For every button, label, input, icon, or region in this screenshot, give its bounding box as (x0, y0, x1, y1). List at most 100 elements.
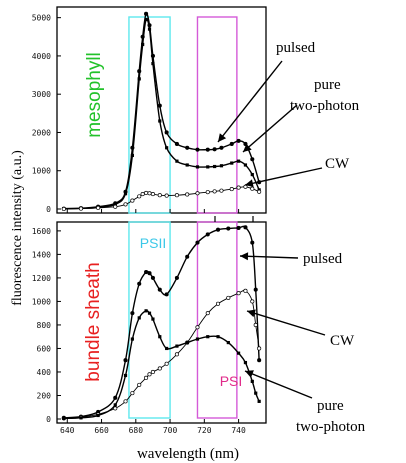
top-series-CW-line (63, 186, 260, 210)
bottom-y-tick-label: 1000 (32, 297, 51, 306)
bottom-point-pure-two-photon (257, 399, 261, 403)
bottom-y-tick-label: 800 (37, 321, 52, 330)
x-tick-label: 660 (94, 426, 109, 435)
bottom-pulsed-label: pulsed (303, 251, 343, 267)
top-point-pure-two-photon (158, 119, 162, 123)
top-point-CW (157, 193, 162, 198)
bottom-point-pulsed (236, 225, 241, 230)
top-point-CW (185, 192, 190, 197)
top-point-CW (219, 188, 224, 193)
bottom-point-pulsed (123, 358, 128, 363)
bottom-point-pulsed (150, 275, 155, 280)
bottom-point-CW (150, 369, 155, 375)
bottom-two-photon-label-1: pure (317, 398, 344, 414)
bottom-point-pulsed (185, 254, 190, 259)
bottom-point-pure-two-photon (175, 344, 179, 348)
top-two-photon-arrow-head (243, 143, 252, 152)
bottom-point-CW (215, 301, 221, 306)
bottom-point-pulsed (144, 269, 149, 275)
bottom-point-pure-two-photon (226, 340, 230, 345)
top-point-pulsed (174, 141, 179, 146)
bottom-point-pulsed (147, 271, 152, 276)
bottom-point-pure-two-photon (130, 337, 134, 341)
bottom-cw-label: CW (330, 333, 355, 349)
bottom-pulsed-arrow (239, 255, 299, 259)
bottom-point-pulsed (130, 311, 135, 316)
top-point-CW (164, 193, 169, 198)
bottom-point-pure-two-photon (165, 346, 169, 351)
top-point-pure-two-photon (243, 163, 248, 167)
top-point-CW (250, 186, 255, 191)
top-point-CW (140, 192, 145, 197)
bottom-point-pure-two-photon (79, 416, 83, 420)
bottom-y-tick-label: 200 (37, 391, 52, 400)
bottom-point-pulsed (243, 225, 248, 230)
bottom-psii-band (128, 221, 171, 419)
top-point-pulsed (250, 157, 255, 162)
bottom-point-CW (226, 295, 231, 300)
bottom-point-CW (236, 291, 241, 296)
top-point-pulsed (229, 141, 234, 146)
top-point-CW (144, 190, 149, 195)
bottom-point-pure-two-photon (147, 311, 152, 315)
bottom-point-CW (157, 366, 162, 371)
top-point-pure-two-photon (195, 165, 200, 169)
top-point-CW (130, 198, 135, 203)
top-point-pure-two-photon (147, 27, 152, 31)
bottom-point-CW (195, 325, 200, 330)
bottom-point-pure-two-photon (151, 317, 155, 321)
top-point-pure-two-photon (230, 161, 234, 165)
top-pulsed-label: pulsed (276, 40, 316, 56)
bottom-point-pulsed (164, 292, 169, 297)
top-point-CW (257, 189, 262, 194)
top-point-pulsed (195, 147, 200, 152)
bottom-point-CW (130, 391, 135, 396)
bottom-point-pulsed (226, 226, 231, 231)
bottom-point-pure-two-photon (123, 373, 128, 378)
top-point-CW (212, 189, 217, 194)
top-point-pure-two-photon (113, 202, 117, 207)
top-point-pulsed (157, 103, 162, 108)
bottom-point-pure-two-photon (250, 379, 254, 383)
bottom-point-CW (113, 406, 118, 411)
bottom-point-pure-two-photon (254, 391, 258, 395)
top-point-CW (147, 191, 152, 196)
top-point-CW (229, 187, 234, 192)
top-point-CW (78, 206, 84, 211)
top-y-tick-label: 4000 (32, 52, 51, 61)
top-cw-arrow (244, 167, 323, 186)
bottom-point-pulsed (174, 275, 179, 280)
bottom-two-photon-arrow (244, 370, 313, 399)
psi-band-label: PSI (220, 373, 243, 389)
bottom-point-pure-two-photon (243, 360, 248, 365)
bottom-point-CW (123, 399, 128, 404)
top-point-CW (61, 206, 66, 212)
top-point-pure-two-photon (141, 42, 145, 47)
top-point-pure-two-photon (144, 17, 148, 22)
x-tick-label: 720 (197, 426, 212, 435)
top-point-pure-two-photon (213, 164, 217, 169)
top-point-pulsed (205, 147, 210, 152)
bottom-point-pulsed (137, 281, 142, 286)
bottom-point-pulsed (215, 227, 221, 232)
bottom-y-tick-label: 600 (37, 344, 52, 353)
bottom-cw-arrow (246, 310, 326, 336)
bottom-point-pulsed (113, 395, 118, 400)
bottom-point-pure-two-photon (216, 335, 220, 339)
bottom-point-CW (257, 346, 262, 351)
top-cw-arrow-head (245, 179, 254, 188)
top-point-pure-two-photon (175, 159, 179, 163)
top-point-CW (137, 194, 142, 199)
top-point-CW (123, 202, 128, 207)
top-y-tick-label: 5000 (32, 14, 51, 23)
bottom-two-photon-arrow-head (245, 370, 254, 378)
bottom-point-pure-two-photon (144, 309, 148, 313)
y-axis-label: fluorescence intensity (a.u.) (10, 150, 25, 306)
top-psi-band (196, 16, 238, 214)
top-point-pulsed (212, 147, 217, 152)
bottom-point-pure-two-photon (195, 337, 200, 341)
bottom-point-CW (205, 311, 210, 316)
bottom-point-CW (164, 361, 169, 366)
bottom-point-pure-two-photon (206, 335, 210, 339)
